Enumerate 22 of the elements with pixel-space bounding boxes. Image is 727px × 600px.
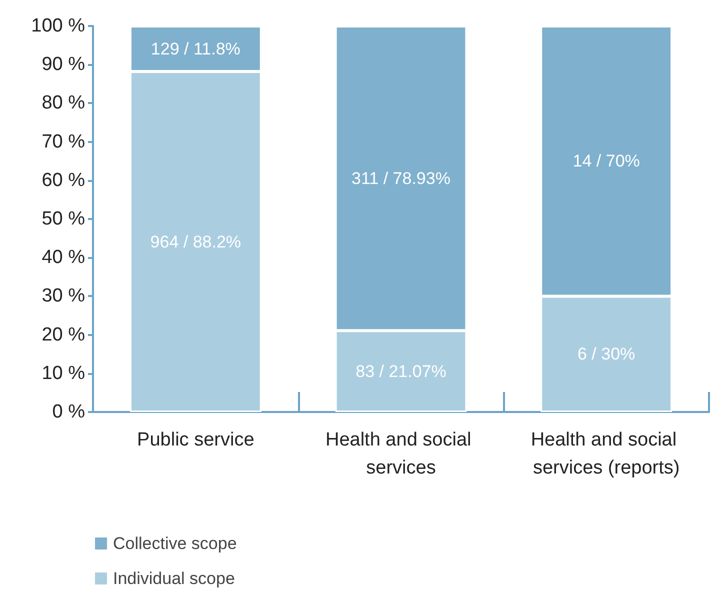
y-tick-label: 50 % (42, 208, 86, 230)
data-label: 6 / 30% (578, 344, 636, 364)
y-tick-label: 40 % (42, 247, 86, 268)
y-tick-label: 70 % (42, 131, 86, 152)
y-tick-label: 100 % (31, 16, 86, 36)
x-tick-label: Health and social services (reports) (530, 430, 682, 478)
y-tick-label: 30 % (42, 286, 86, 307)
legend-label: Individual scope (113, 569, 235, 588)
data-label: 83 / 21.07% (356, 362, 446, 381)
y-tick-label: 80 % (42, 92, 86, 114)
legend-label: Collective scope (113, 534, 237, 553)
y-tick-label: 20 % (42, 324, 86, 346)
y-tick-label: 10 % (42, 362, 86, 384)
x-tick-label: Health and social services (325, 430, 477, 478)
y-tick-label: 90 % (42, 54, 86, 76)
data-label: 129 / 11.8% (150, 39, 240, 58)
x-tick-label: Public service (137, 430, 254, 450)
data-label: 14 / 70% (572, 152, 640, 171)
y-tick-label: 0 % (52, 402, 86, 422)
data-label: 964 / 88.2% (150, 232, 242, 252)
y-tick-label: 60 % (42, 170, 86, 191)
data-label: 311 / 78.93% (352, 168, 450, 188)
